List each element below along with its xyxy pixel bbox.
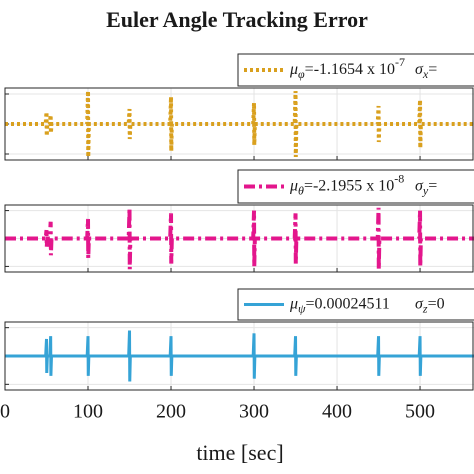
legend-superscript: -8 bbox=[394, 171, 404, 185]
x-tick-label: 100 bbox=[73, 401, 103, 423]
x-tick-label: 400 bbox=[322, 401, 352, 423]
legend-box bbox=[237, 53, 474, 87]
legend-value: =0 bbox=[428, 295, 445, 312]
legend-subscript: z bbox=[422, 301, 428, 315]
legend-value: =-2.1955 x 10 bbox=[304, 177, 394, 194]
legend-superscript: -7 bbox=[395, 55, 405, 69]
x-tick-label: 0 bbox=[0, 401, 10, 423]
data-line bbox=[5, 207, 474, 270]
data-line bbox=[5, 90, 474, 158]
legend-entry: μψ=0.00024511 bbox=[289, 295, 390, 315]
legend-subscript: θ bbox=[298, 183, 304, 197]
legend-entry: σx= bbox=[415, 61, 437, 81]
legend-subscript: y bbox=[422, 183, 429, 197]
legend-subscript: x bbox=[422, 67, 429, 81]
legend-symbol: μ bbox=[289, 295, 298, 312]
x-tick-label: 200 bbox=[156, 401, 186, 423]
legend-value: =0.00024511 bbox=[305, 295, 389, 312]
legend-value: =-1.1654 x 10 bbox=[305, 61, 395, 78]
legend-subscript: ψ bbox=[298, 301, 306, 315]
legend-entry: σy= bbox=[415, 177, 437, 197]
legend-subscript: φ bbox=[298, 67, 305, 81]
x-tick-label: 300 bbox=[239, 401, 269, 423]
legend-symbol: σ bbox=[415, 61, 424, 78]
x-tick-label: 500 bbox=[405, 401, 435, 423]
legend-symbol: μ bbox=[289, 61, 298, 78]
axes-box bbox=[4, 204, 474, 273]
legend-value: = bbox=[428, 177, 437, 194]
legend-symbol: σ bbox=[415, 177, 424, 194]
axes-box bbox=[4, 321, 474, 391]
x-axis-label: time [sec] bbox=[196, 440, 283, 465]
data-line bbox=[5, 330, 474, 382]
legend-symbol: σ bbox=[415, 295, 424, 312]
chart-title: Euler Angle Tracking Error bbox=[106, 7, 368, 32]
legend-symbol: μ bbox=[289, 177, 298, 194]
legend-entry: μφ=-1.1654 x 10-7 bbox=[289, 55, 405, 81]
legend-box bbox=[237, 169, 474, 204]
axes-box bbox=[4, 87, 474, 161]
legend-value: = bbox=[428, 61, 437, 78]
legend-entry: σz=0 bbox=[415, 295, 445, 315]
legend-entry: μθ=-2.1955 x 10-8 bbox=[289, 171, 404, 197]
